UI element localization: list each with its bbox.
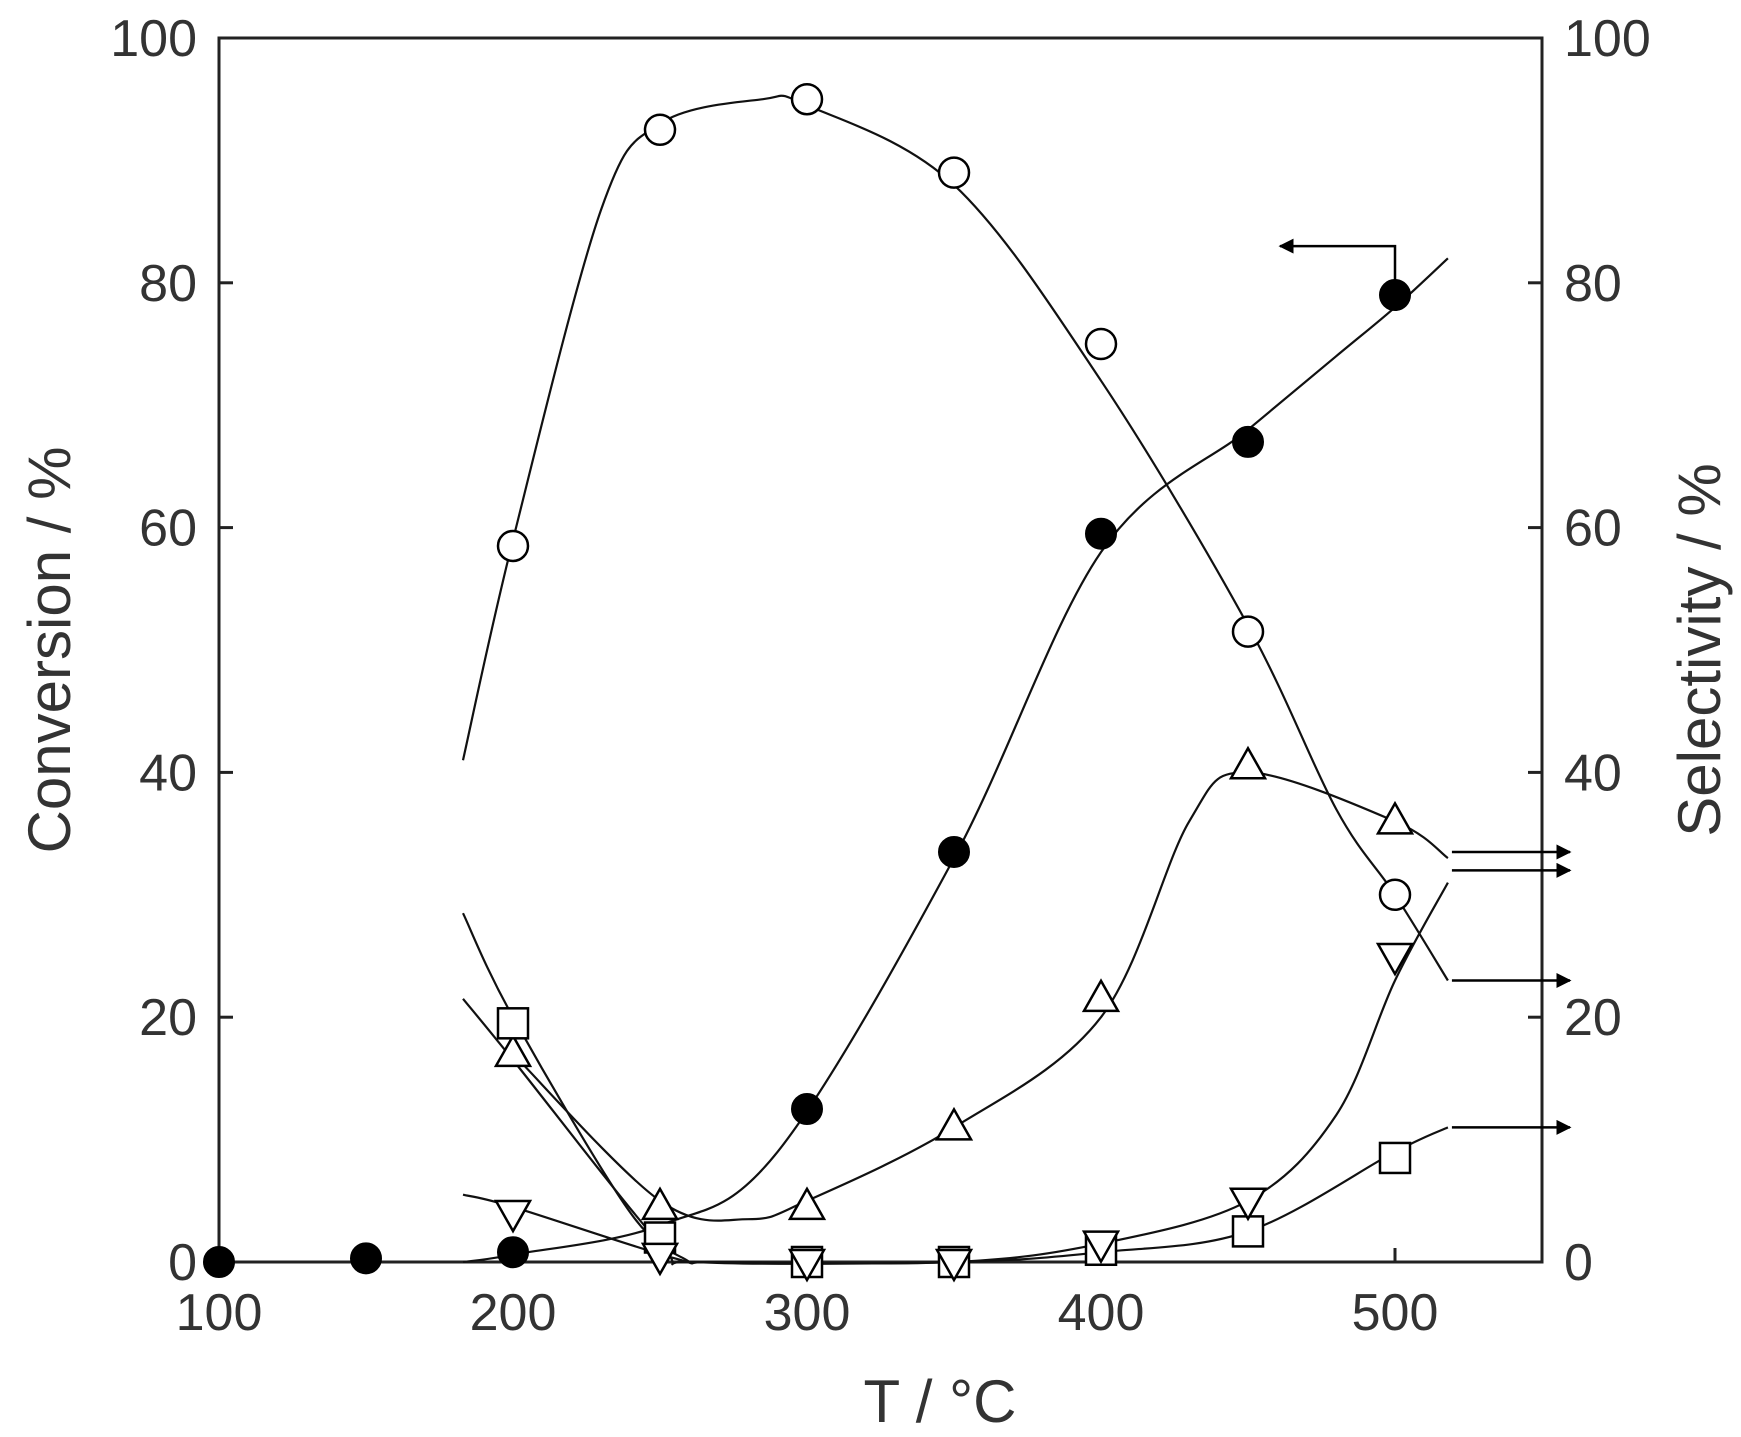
data-point-open-circle [1231, 615, 1265, 648]
left-y-tick-label: 100 [110, 10, 197, 68]
left-y-tick-label: 60 [139, 500, 197, 558]
data-point-open-triangle-up [934, 1106, 974, 1141]
data-markers [203, 82, 1415, 1283]
data-point-open-triangle-down [934, 1248, 974, 1283]
data-point-open-triangle-down [493, 1199, 533, 1234]
data-point-open-triangle-up [1081, 978, 1121, 1013]
plot-frame [217, 36, 1544, 1264]
data-point-filled-circle [203, 1246, 235, 1278]
data-point-filled-circle [1085, 517, 1117, 550]
data-point-open-triangle-up [1375, 800, 1415, 835]
right-y-tick-label: 100 [1564, 10, 1651, 68]
right-y-tick-label: 60 [1564, 500, 1622, 558]
fit-curve [462, 257, 1449, 1264]
x-tick-label: 300 [764, 1284, 851, 1342]
axis-arrows [1278, 238, 1572, 1135]
right-y-tick-label: 0 [1564, 1234, 1593, 1292]
data-point-open-triangle-up [1228, 745, 1268, 780]
fit-curves [461, 94, 1449, 1266]
right-y-tick-label: 80 [1564, 255, 1622, 313]
left-y-tick-label: 20 [139, 989, 197, 1047]
arrow-to-left-axis [1278, 238, 1397, 287]
data-point-filled-circle [938, 835, 970, 868]
data-point-filled-circle [791, 1093, 823, 1125]
left-y-tick-label: 40 [139, 744, 197, 802]
right-y-axis-label: Selectivity / % [1666, 463, 1733, 836]
x-tick-label: 100 [176, 1284, 263, 1342]
x-tick-label: 200 [470, 1284, 557, 1342]
data-point-open-circle [496, 529, 530, 563]
data-point-open-triangle-down [1375, 942, 1415, 977]
left-y-tick-label: 80 [139, 255, 197, 313]
x-tick-label: 500 [1352, 1284, 1439, 1342]
data-point-open-triangle-up [493, 1033, 533, 1068]
x-tick-label: 400 [1058, 1284, 1145, 1342]
fit-curve [462, 882, 1449, 1265]
x-axis-label: T / °C [864, 1368, 1017, 1435]
right-y-tick-label: 20 [1564, 989, 1622, 1047]
data-point-open-circle [790, 82, 824, 116]
fit-curve [512, 771, 1449, 1222]
data-point-filled-circle [350, 1242, 382, 1275]
data-point-open-triangle-up [640, 1186, 680, 1221]
data-point-open-triangle-down [787, 1248, 827, 1283]
left-y-tick-label: 0 [168, 1234, 197, 1292]
data-point-filled-circle [1232, 425, 1264, 458]
data-point-open-triangle-down [1081, 1230, 1121, 1265]
data-point-open-square [496, 1007, 530, 1040]
data-point-open-circle [1084, 327, 1118, 361]
data-point-open-square [1378, 1141, 1412, 1175]
data-point-open-circle [1378, 878, 1412, 912]
data-point-open-circle [937, 156, 971, 189]
data-point-open-triangle-down [640, 1242, 680, 1277]
left-y-axis-label: Conversion / % [16, 447, 83, 854]
right-y-tick-label: 40 [1564, 744, 1622, 802]
data-point-open-triangle-up [787, 1186, 827, 1221]
data-point-open-circle [643, 113, 677, 147]
data-point-open-square [1231, 1215, 1265, 1248]
data-point-filled-circle [497, 1236, 529, 1269]
data-point-open-triangle-down [1228, 1187, 1268, 1222]
